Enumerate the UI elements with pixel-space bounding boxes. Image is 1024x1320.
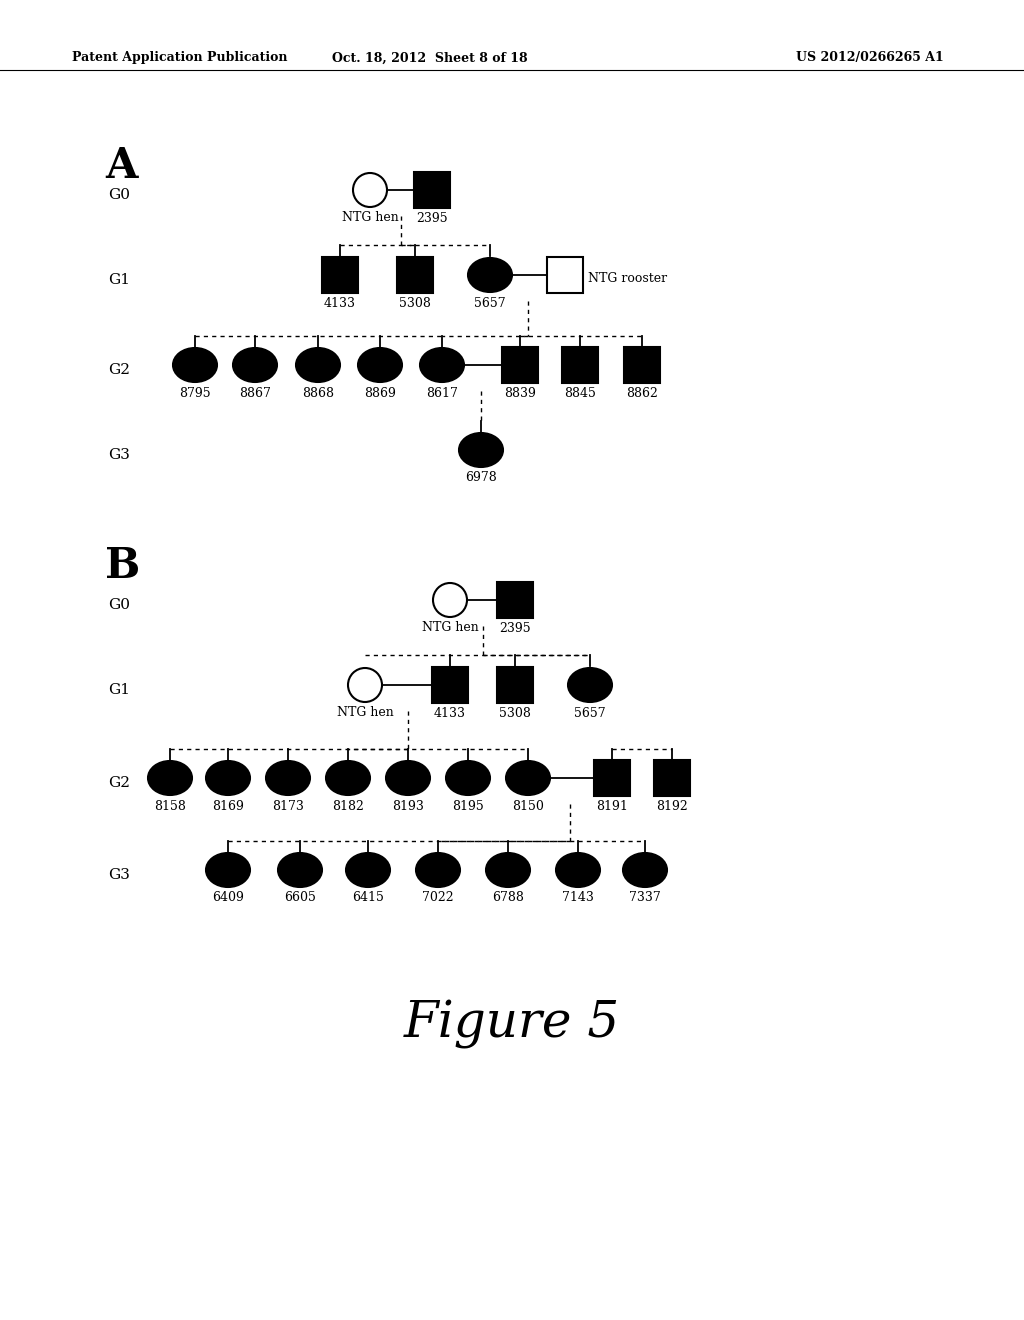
- Ellipse shape: [296, 348, 340, 381]
- Text: 6605: 6605: [284, 891, 316, 904]
- Circle shape: [348, 668, 382, 702]
- Bar: [414, 172, 450, 209]
- Ellipse shape: [623, 853, 667, 887]
- Text: NTG hen: NTG hen: [342, 211, 398, 224]
- Text: Oct. 18, 2012  Sheet 8 of 18: Oct. 18, 2012 Sheet 8 of 18: [332, 51, 527, 65]
- Text: 8193: 8193: [392, 800, 424, 813]
- Ellipse shape: [206, 853, 250, 887]
- Text: 8845: 8845: [564, 387, 596, 400]
- Bar: [497, 582, 534, 618]
- Text: NTG hen: NTG hen: [422, 620, 478, 634]
- Text: 7337: 7337: [629, 891, 660, 904]
- Text: 5308: 5308: [499, 708, 530, 719]
- Ellipse shape: [506, 762, 550, 795]
- Bar: [624, 347, 660, 383]
- Text: 8795: 8795: [179, 387, 211, 400]
- Text: 5657: 5657: [474, 297, 506, 310]
- Bar: [562, 347, 598, 383]
- Text: 8867: 8867: [239, 387, 271, 400]
- Text: G1: G1: [108, 273, 130, 286]
- Text: G0: G0: [108, 598, 130, 612]
- Ellipse shape: [556, 853, 600, 887]
- Text: 8862: 8862: [626, 387, 658, 400]
- Text: US 2012/0266265 A1: US 2012/0266265 A1: [796, 51, 944, 65]
- Ellipse shape: [173, 348, 217, 381]
- Text: G2: G2: [108, 363, 130, 378]
- Ellipse shape: [486, 853, 530, 887]
- Text: 8868: 8868: [302, 387, 334, 400]
- Text: G0: G0: [108, 187, 130, 202]
- Text: NTG hen: NTG hen: [337, 706, 393, 719]
- Text: 8192: 8192: [656, 800, 688, 813]
- Bar: [322, 257, 358, 293]
- Text: 4133: 4133: [324, 297, 356, 310]
- Text: 8191: 8191: [596, 800, 628, 813]
- Ellipse shape: [233, 348, 278, 381]
- Text: NTG rooster: NTG rooster: [588, 272, 667, 285]
- Bar: [654, 760, 690, 796]
- Bar: [397, 257, 433, 293]
- Ellipse shape: [459, 433, 503, 467]
- Text: G1: G1: [108, 682, 130, 697]
- Text: A: A: [105, 145, 137, 187]
- Text: Figure 5: Figure 5: [403, 1001, 621, 1049]
- Bar: [497, 667, 534, 704]
- Text: 8617: 8617: [426, 387, 458, 400]
- Text: 8195: 8195: [453, 800, 484, 813]
- Ellipse shape: [206, 762, 250, 795]
- Ellipse shape: [326, 762, 370, 795]
- Text: 6415: 6415: [352, 891, 384, 904]
- Text: 5657: 5657: [574, 708, 606, 719]
- Bar: [502, 347, 538, 383]
- Circle shape: [353, 173, 387, 207]
- Ellipse shape: [446, 762, 490, 795]
- Text: 2395: 2395: [416, 213, 447, 224]
- Text: 8158: 8158: [154, 800, 186, 813]
- Bar: [547, 257, 583, 293]
- Text: 2395: 2395: [499, 622, 530, 635]
- Text: B: B: [105, 545, 140, 587]
- Bar: [594, 760, 630, 796]
- Text: 6409: 6409: [212, 891, 244, 904]
- Circle shape: [433, 583, 467, 616]
- Text: 7143: 7143: [562, 891, 594, 904]
- Ellipse shape: [416, 853, 460, 887]
- Text: 8169: 8169: [212, 800, 244, 813]
- Text: G2: G2: [108, 776, 130, 789]
- Text: 6978: 6978: [465, 471, 497, 484]
- Ellipse shape: [266, 762, 310, 795]
- Ellipse shape: [148, 762, 193, 795]
- Text: 6788: 6788: [493, 891, 524, 904]
- Text: G3: G3: [108, 869, 130, 882]
- Ellipse shape: [468, 257, 512, 292]
- Ellipse shape: [358, 348, 402, 381]
- Text: 8150: 8150: [512, 800, 544, 813]
- Text: 7022: 7022: [422, 891, 454, 904]
- Ellipse shape: [346, 853, 390, 887]
- Text: 8839: 8839: [504, 387, 536, 400]
- Text: 5308: 5308: [399, 297, 431, 310]
- Text: 8869: 8869: [365, 387, 396, 400]
- Text: 8173: 8173: [272, 800, 304, 813]
- Text: 4133: 4133: [434, 708, 466, 719]
- Bar: [432, 667, 468, 704]
- Text: Patent Application Publication: Patent Application Publication: [72, 51, 288, 65]
- Ellipse shape: [568, 668, 612, 702]
- Text: 8182: 8182: [332, 800, 364, 813]
- Ellipse shape: [386, 762, 430, 795]
- Ellipse shape: [278, 853, 322, 887]
- Text: G3: G3: [108, 447, 130, 462]
- Ellipse shape: [420, 348, 464, 381]
